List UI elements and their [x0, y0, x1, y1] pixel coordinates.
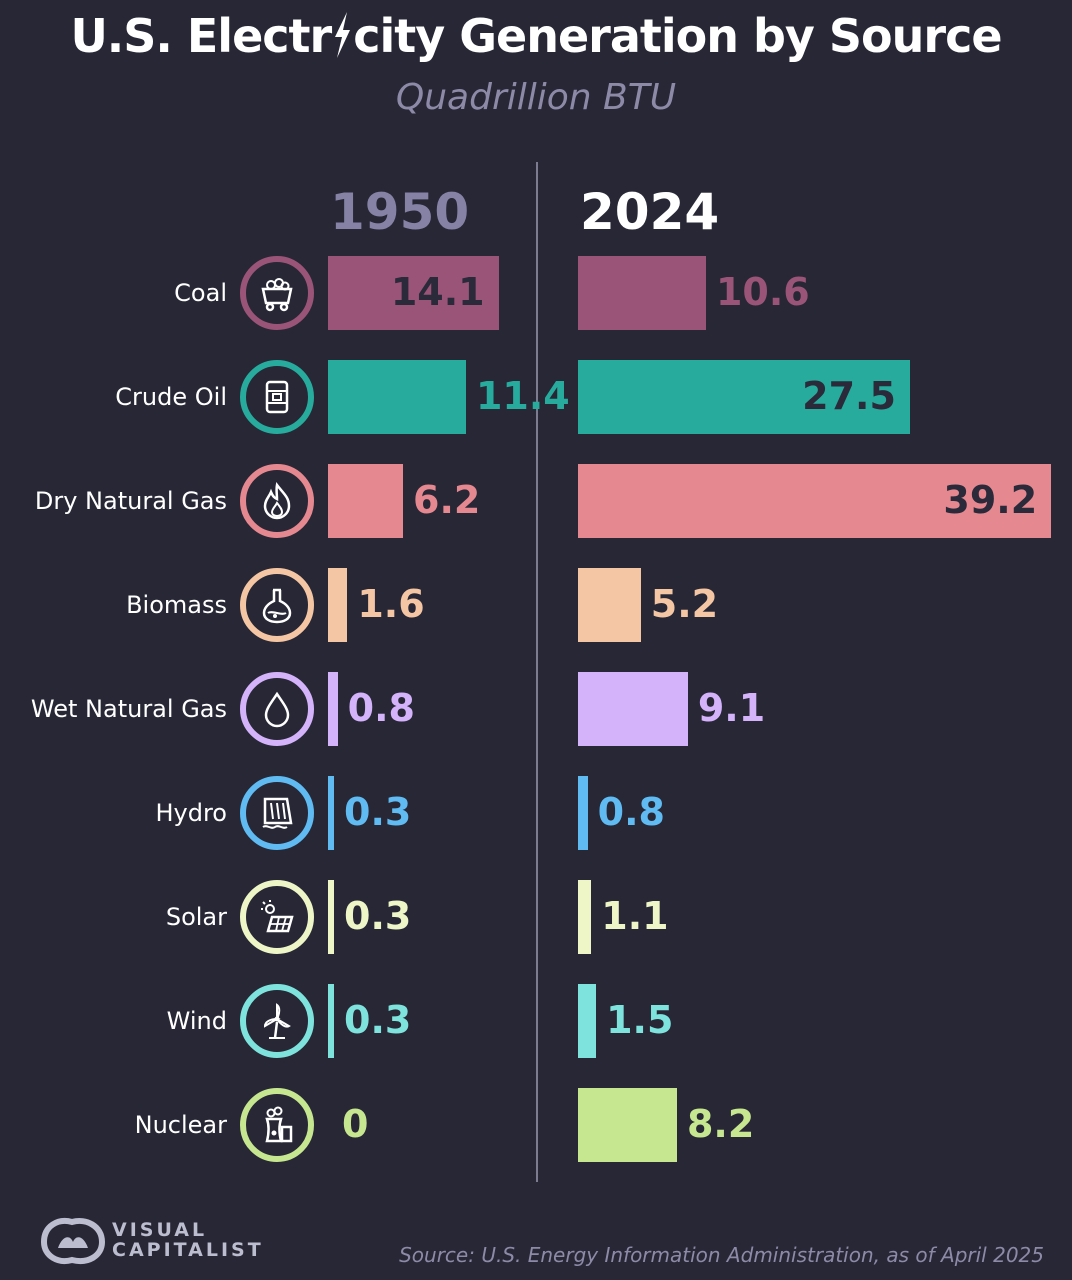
flame-icon: [240, 464, 314, 538]
bar-2024: [578, 776, 588, 850]
droplet-icon: [240, 672, 314, 746]
dam-icon: [240, 776, 314, 850]
category-label: Biomass: [126, 591, 227, 619]
bar-2024: [578, 360, 910, 434]
flask-icon: [240, 568, 314, 642]
solar-panel-icon: [240, 880, 314, 954]
value-label: 9.1: [697, 686, 766, 730]
logo-line-1: VISUAL: [112, 1219, 208, 1241]
value-label: 6.2: [413, 478, 481, 522]
bar-2024: [578, 880, 592, 954]
chart-title: U.S. Electr city Generation by Source: [70, 9, 1002, 63]
year-1950-heading: 1950: [330, 183, 470, 241]
category-label: Nuclear: [134, 1111, 227, 1139]
value-label: 0.3: [344, 790, 412, 834]
visual-capitalist-logo: VISUAL CAPITALIST: [38, 1212, 278, 1272]
value-label: 10.6: [715, 270, 810, 314]
bar-1950: [328, 568, 348, 642]
category-label: Wind: [166, 1007, 227, 1035]
year-2024-heading: 2024: [580, 183, 720, 241]
bar-2024: [578, 984, 597, 1058]
wind-turbine-icon: [240, 984, 314, 1058]
mine-cart-icon: [240, 256, 314, 330]
value-label: 1.6: [357, 582, 425, 626]
bar-2024: [578, 672, 688, 746]
bar-1950: [328, 776, 334, 850]
category-label: Coal: [174, 279, 227, 307]
value-label: 0: [342, 1102, 369, 1146]
bar-2024: [578, 256, 706, 330]
bar-2024: [578, 568, 641, 642]
category-label: Crude Oil: [115, 383, 227, 411]
value-label: 11.4: [475, 374, 570, 418]
bar-1950: [328, 672, 338, 746]
logo-mark-icon: [40, 1218, 106, 1264]
value-label: 0.3: [344, 894, 412, 938]
value-label: 14.1: [390, 270, 485, 314]
column-divider: [536, 162, 538, 1182]
bar-1950: [328, 256, 499, 330]
value-label: 0.8: [597, 790, 665, 834]
value-label: 0.8: [347, 686, 415, 730]
bar-1950: [328, 984, 334, 1058]
category-label: Solar: [165, 903, 227, 931]
oil-barrel-icon: [240, 360, 314, 434]
value-label: 1.1: [601, 894, 669, 938]
chart-subtitle: Quadrillion BTU: [395, 77, 677, 118]
bar-2024: [578, 464, 1052, 538]
category-label: Hydro: [155, 799, 227, 827]
bar-1950: [328, 880, 334, 954]
bar-2024: [578, 1088, 677, 1162]
bar-1950: [328, 360, 466, 434]
logo-line-2: CAPITALIST: [112, 1239, 264, 1261]
value-label: 5.2: [650, 582, 719, 626]
value-label: 0.3: [344, 998, 412, 1042]
value-label: 27.5: [802, 374, 896, 418]
source-note: Source: U.S. Energy Information Administ…: [399, 1243, 1044, 1267]
lightning-bolt-icon: [335, 12, 351, 58]
category-label: Wet Natural Gas: [30, 695, 227, 723]
value-label: 39.2: [943, 478, 1038, 522]
nuclear-plant-icon: [240, 1088, 314, 1162]
bar-1950: [328, 464, 404, 538]
value-label: 1.5: [606, 998, 674, 1042]
value-label: 8.2: [686, 1102, 755, 1146]
category-label: Dry Natural Gas: [34, 487, 227, 515]
